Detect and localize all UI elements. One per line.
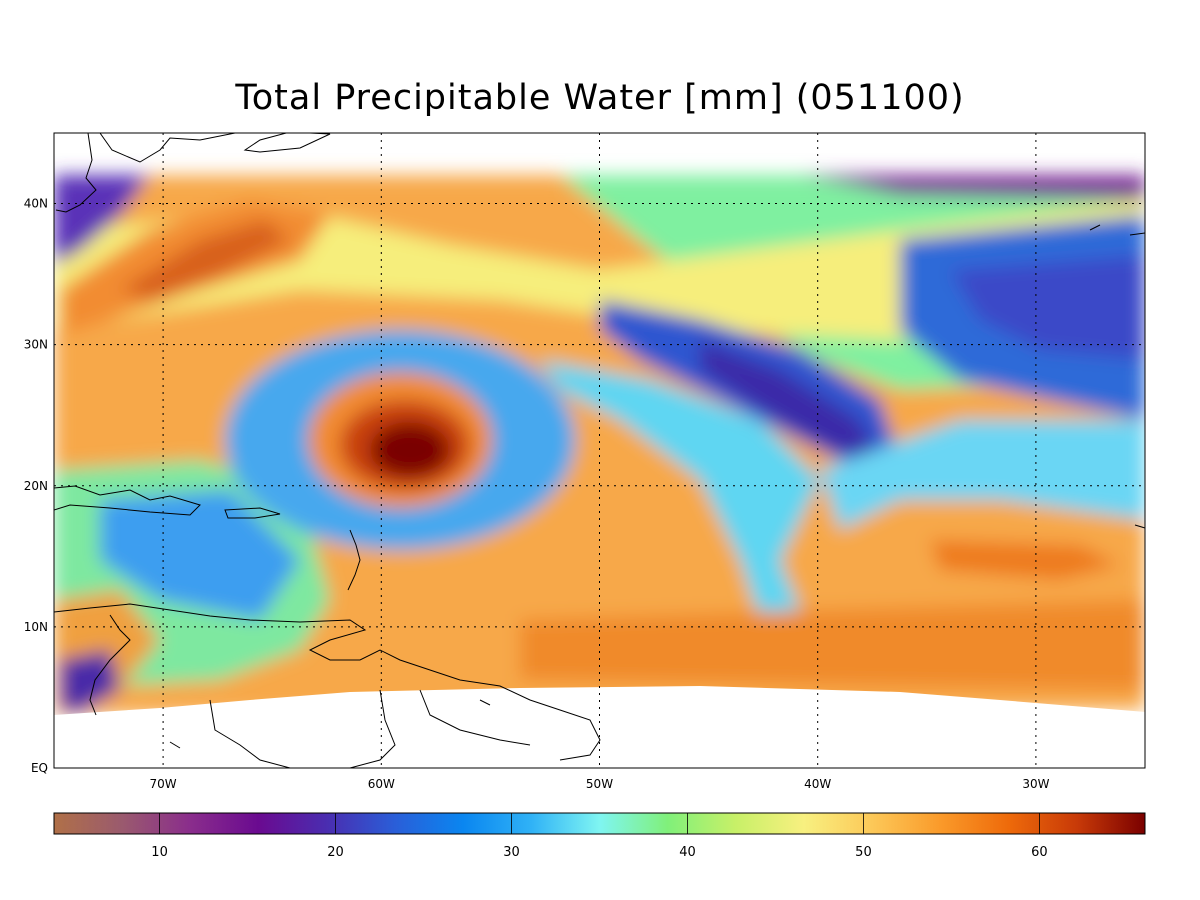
colorbar-tick-label: 20 — [327, 845, 344, 860]
longitude-tick-label: 70W — [150, 777, 177, 791]
colorbar-tick-label: 40 — [679, 845, 696, 860]
colorbar-tick-label: 30 — [503, 845, 520, 860]
latitude-axis: EQ 10N 20N 30N 40N — [24, 197, 48, 775]
longitude-axis: 70W 60W 50W 40W 30W — [150, 777, 1050, 791]
precipitable-water-field — [54, 133, 1145, 768]
longitude-tick-label: 50W — [586, 777, 613, 791]
colorbar-tick-label: 60 — [1031, 845, 1048, 860]
colorbar-tick-label: 10 — [151, 845, 168, 860]
latitude-tick-label: 30N — [24, 338, 48, 352]
map-title: Total Precipitable Water [mm] (051100) — [235, 78, 965, 118]
graticule — [54, 133, 1145, 768]
latitude-tick-label: 40N — [24, 197, 48, 211]
latitude-tick-label: EQ — [31, 761, 48, 775]
map-frame — [53, 132, 1146, 769]
longitude-tick-label: 60W — [368, 777, 395, 791]
latitude-tick-label: 10N — [24, 620, 48, 634]
longitude-tick-label: 40W — [804, 777, 831, 791]
colorbar-tick-label: 50 — [855, 845, 872, 860]
longitude-tick-label: 30W — [1022, 777, 1049, 791]
latitude-tick-label: 20N — [24, 479, 48, 493]
colorbar-gradient — [53, 812, 1146, 835]
colorbar: 10 20 30 40 50 60 — [53, 812, 1146, 860]
coastlines — [54, 133, 1145, 768]
